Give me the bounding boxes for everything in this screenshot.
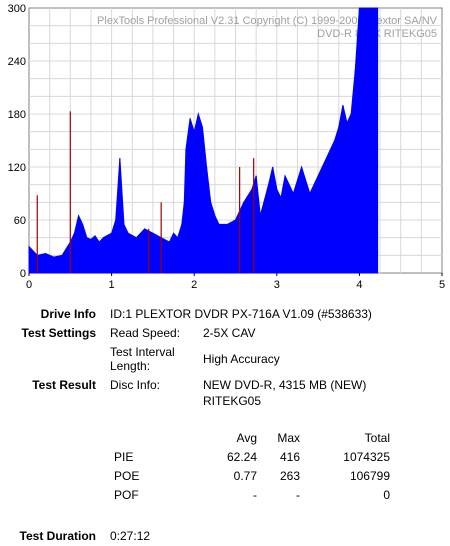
stat-name: POF [114, 488, 139, 502]
drive-info-label: Drive Info [40, 307, 96, 321]
test-result-label: Test Result [32, 378, 96, 392]
test-settings-label: Test Settings [21, 326, 96, 340]
x-tick-label: 5 [439, 279, 445, 291]
x-tick-label: 0 [26, 279, 32, 291]
stat-avg: - [253, 488, 257, 502]
read-speed-label: Read Speed: [110, 326, 181, 340]
stat-max: 263 [279, 469, 300, 483]
col-header-max: Max [277, 431, 300, 445]
y-tick-label: 60 [14, 215, 26, 227]
test-interval-label-2: Length: [110, 359, 151, 373]
stat-total: 0 [383, 488, 390, 502]
stat-avg: 0.77 [233, 469, 257, 483]
test-duration-value: 0:27:12 [110, 529, 151, 543]
stat-total: 106799 [349, 469, 390, 483]
disc-info-value: NEW DVD-R, 4315 MB (NEW) [203, 378, 367, 392]
y-axis: 0 60 120 180 240 300 [8, 3, 26, 280]
y-tick-label: 240 [8, 56, 26, 68]
stat-max: - [296, 488, 300, 502]
read-speed-value: 2-5X CAV [203, 326, 256, 340]
disc-info-value-2: RITEKG05 [203, 394, 262, 408]
test-interval-label: Test Interval [110, 345, 175, 359]
col-header-avg: Avg [236, 431, 257, 445]
y-tick-label: 120 [8, 162, 26, 174]
y-tick-label: 180 [8, 109, 26, 121]
disc-info-label: Disc Info: [110, 378, 161, 392]
stat-avg: 62.24 [226, 450, 257, 464]
test-duration-label: Test Duration [19, 529, 96, 543]
chart: PlexTools Professional V2.31 Copyright (… [8, 3, 445, 291]
stat-name: PIE [114, 450, 134, 464]
x-tick-label: 4 [356, 279, 362, 291]
drive-info-value: ID:1 PLEXTOR DVDR PX-716A V1.09 (#538633… [110, 307, 372, 321]
y-tick-label: 300 [8, 3, 26, 15]
y-tick-label: 0 [20, 268, 26, 280]
x-axis: 0 1 2 3 4 5 [26, 273, 445, 291]
x-tick-label: 1 [109, 279, 115, 291]
plot-layer [28, 7, 379, 274]
stat-max: 416 [279, 450, 300, 464]
watermark-line-1: PlexTools Professional V2.31 Copyright (… [97, 15, 438, 27]
x-tick-label: 2 [191, 279, 197, 291]
stat-name: POE [114, 469, 140, 483]
col-header-total: Total [364, 431, 390, 445]
test-interval-value: High Accuracy [203, 352, 280, 366]
x-tick-label: 3 [274, 279, 280, 291]
stat-total: 1074325 [343, 450, 390, 464]
